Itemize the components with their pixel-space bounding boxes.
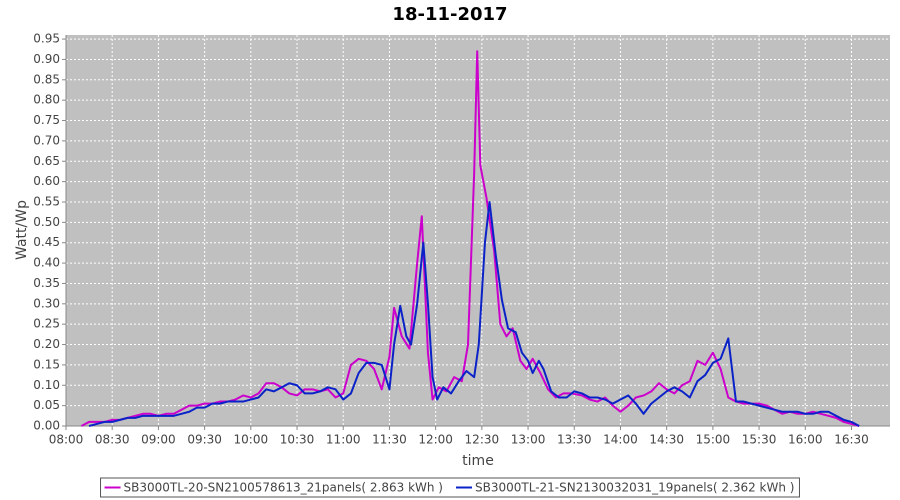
y-tick-label: 0.50 — [33, 215, 60, 229]
x-tick-label: 12:00 — [418, 433, 453, 447]
grid: 0.00 0.05 0.10 0.15 0.20 0.25 0.30 0.35 0.40 0.45… — [33, 32, 890, 447]
x-tick-label: 16:00 — [788, 433, 823, 447]
x-axis-label: time — [462, 453, 494, 469]
x-tick-label: 13:00 — [511, 433, 546, 447]
x-tick-label: 16:30 — [834, 433, 869, 447]
x-tick-label: 09:30 — [187, 433, 222, 447]
x-tick-label: 10:00 — [234, 433, 269, 447]
x-tick-label: 08:30 — [95, 433, 130, 447]
x-tick-label: 11:30 — [372, 433, 407, 447]
y-tick-label: 0.30 — [33, 296, 60, 310]
y-tick-label: 0.85 — [33, 72, 60, 86]
x-tick-label: 15:30 — [742, 433, 777, 447]
series-line — [88, 200, 860, 427]
y-tick-label: 0.05 — [33, 398, 60, 412]
x-tick-label: 15:00 — [696, 433, 731, 447]
y-tick-label: 0.90 — [33, 52, 60, 66]
y-tick-label: 0.80 — [33, 93, 60, 107]
series-line — [80, 50, 860, 427]
y-tick-label: 0.15 — [33, 357, 60, 371]
y-tick-label: 0.65 — [33, 154, 60, 168]
x-tick-label: 13:30 — [557, 433, 592, 447]
x-tick-label: 11:00 — [326, 433, 361, 447]
legend-box — [100, 477, 800, 498]
y-tick-label: 0.35 — [33, 276, 60, 290]
y-tick-label: 0.95 — [33, 32, 60, 46]
x-tick-label: 12:30 — [465, 433, 500, 447]
legend-label: SB3000TL-20-SN2100578613_21panels( 2.863… — [124, 481, 443, 495]
legend: SB3000TL-20-SN2100578613_21panels( 2.863… — [100, 477, 800, 498]
y-tick-label: 0.10 — [33, 378, 60, 392]
x-tick-label: 14:00 — [603, 433, 638, 447]
series — [80, 50, 860, 427]
y-tick-label: 0.45 — [33, 235, 60, 249]
x-tick-label: 10:30 — [280, 433, 315, 447]
y-tick-label: 0.70 — [33, 133, 60, 147]
y-tick-label: 0.00 — [33, 419, 60, 433]
y-tick-label: 0.40 — [33, 256, 60, 270]
y-tick-label: 0.55 — [33, 194, 60, 208]
y-tick-label: 0.75 — [33, 113, 60, 127]
y-tick-label: 0.20 — [33, 337, 60, 351]
chart-title: 18-11-2017 — [392, 4, 507, 25]
x-tick-label: 14:30 — [649, 433, 684, 447]
y-tick-label: 0.60 — [33, 174, 60, 188]
x-tick-label: 09:00 — [141, 433, 176, 447]
legend-label: SB3000TL-21-SN2130032031_19panels( 2.362… — [475, 481, 794, 495]
x-tick-label: 08:00 — [49, 433, 84, 447]
y-axis-label: Watt/Wp — [14, 200, 30, 260]
y-tick-label: 0.25 — [33, 317, 60, 331]
